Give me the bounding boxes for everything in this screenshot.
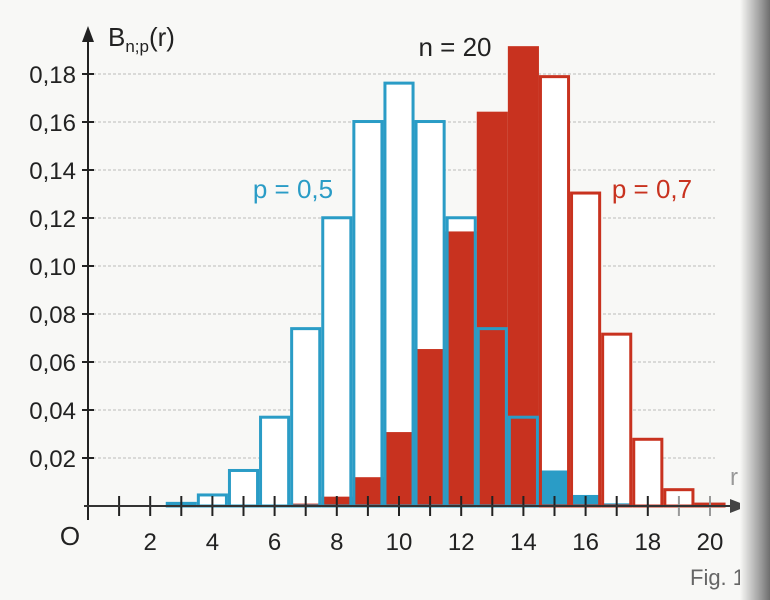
bar-fill-p07 <box>383 432 415 506</box>
x-tick-label: 20 <box>697 529 724 556</box>
bar-fill-p07 <box>476 111 508 507</box>
x-tick-label: 8 <box>330 529 343 556</box>
y-tick-label: 0,06 <box>29 350 76 377</box>
bar-background <box>633 439 662 506</box>
bar-fill-p07 <box>445 231 477 506</box>
y-tick-label: 0,02 <box>29 446 76 473</box>
page-edge-shadow <box>740 0 770 600</box>
y-axis-label: Bn;p(r) <box>108 22 175 56</box>
bar-background <box>602 334 631 506</box>
y-tick-label: 0,08 <box>29 302 76 329</box>
bar-background <box>540 76 569 506</box>
bar-background <box>322 217 351 506</box>
x-tick-label: 18 <box>634 529 661 556</box>
bar-fill-p07 <box>414 349 446 506</box>
y-tick-label: 0,12 <box>29 206 76 233</box>
y-axis-arrow <box>82 26 94 42</box>
chart-title: n = 20 <box>418 32 491 62</box>
x-axis-label: r <box>730 464 738 491</box>
y-tick-label: 0,04 <box>29 398 76 425</box>
figure-caption: Fig. 1 <box>690 565 745 590</box>
x-tick-label: 10 <box>386 529 413 556</box>
origin-label: O <box>60 521 80 551</box>
bar-background <box>353 121 382 507</box>
legend-p05: p = 0,5 <box>253 174 333 204</box>
y-tick-label: 0,18 <box>29 62 76 89</box>
y-tick-label: 0,14 <box>29 158 76 185</box>
bar-fill-p07 <box>507 46 539 506</box>
y-tick-label: 0,10 <box>29 254 76 281</box>
x-tick-label: 6 <box>268 529 281 556</box>
bar-background <box>571 193 600 507</box>
x-tick-label: 4 <box>206 529 219 556</box>
x-tick-label: 2 <box>144 529 157 556</box>
x-axis-arrow <box>730 499 748 513</box>
x-tick-label: 12 <box>448 529 475 556</box>
bar-background <box>291 328 320 506</box>
x-tick-label: 14 <box>510 529 537 556</box>
legend-p07: p = 0,7 <box>612 174 692 204</box>
y-tick-label: 0,16 <box>29 110 76 137</box>
x-tick-label: 16 <box>572 529 599 556</box>
bar-background <box>260 417 289 506</box>
